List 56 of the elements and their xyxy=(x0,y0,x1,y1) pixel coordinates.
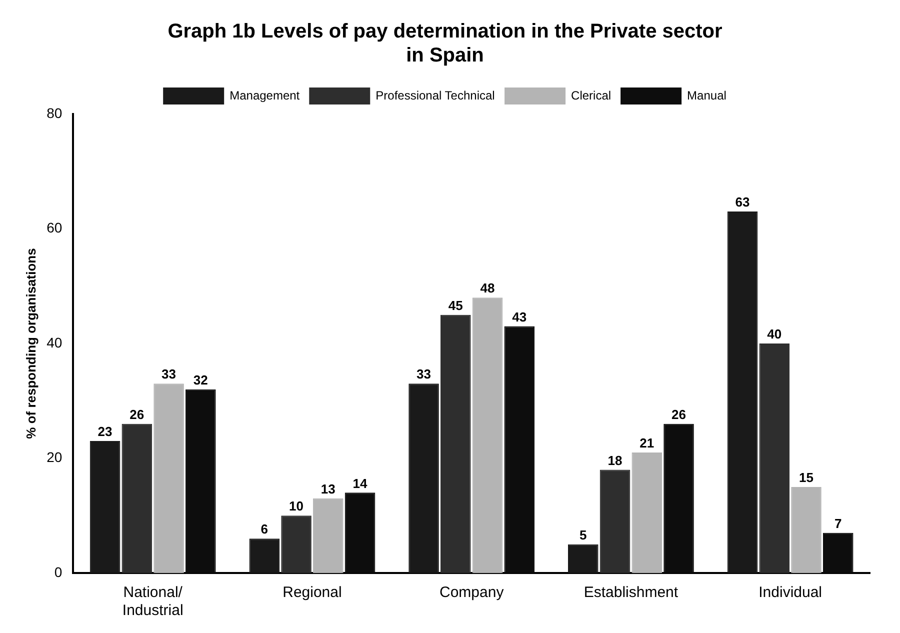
data-label: 40 xyxy=(767,326,782,342)
data-label: 18 xyxy=(608,452,622,468)
x-tick-label: Company xyxy=(439,584,504,602)
bar xyxy=(281,516,312,573)
bar xyxy=(664,424,694,573)
x-tick-label: Individual xyxy=(758,584,822,602)
bar xyxy=(122,424,152,573)
y-tick-label: 0 xyxy=(54,564,62,580)
bar xyxy=(791,486,822,573)
data-label: 33 xyxy=(416,366,432,382)
legend-label: Professional Technical xyxy=(376,88,495,102)
y-tick-label: 20 xyxy=(46,449,62,466)
x-tick-label: Regional xyxy=(282,584,342,602)
data-label: 7 xyxy=(834,516,842,531)
bar xyxy=(727,212,758,573)
data-label: 63 xyxy=(735,194,750,210)
legend-label: Manual xyxy=(687,88,726,102)
bar xyxy=(313,498,344,573)
bar xyxy=(632,452,662,573)
y-tick-label: 80 xyxy=(46,104,62,121)
data-label: 23 xyxy=(98,424,112,440)
data-label: 45 xyxy=(448,298,463,313)
bar xyxy=(504,326,535,573)
x-tick-label: Establishment xyxy=(584,584,679,602)
bar xyxy=(759,344,790,573)
data-label: 33 xyxy=(162,366,176,382)
x-tick-label: National/ Industrial xyxy=(122,584,184,620)
data-label: 10 xyxy=(289,498,304,514)
bar xyxy=(600,470,630,573)
y-axis-title: % of responding organisations xyxy=(23,248,38,439)
legend-label: Clerical xyxy=(571,88,612,102)
bar xyxy=(186,389,216,573)
chart-title: Graph 1b Levels of pay determination in the Private sector in Spain xyxy=(168,20,723,67)
bar xyxy=(249,538,280,573)
bar xyxy=(440,314,471,573)
legend-label: Management xyxy=(230,88,300,102)
data-label: 26 xyxy=(672,406,686,422)
bar xyxy=(408,384,439,573)
y-tick-label: 60 xyxy=(46,220,62,236)
bar xyxy=(568,544,598,573)
data-label: 26 xyxy=(130,406,144,422)
data-label: 32 xyxy=(193,372,208,388)
data-label: 5 xyxy=(580,527,587,542)
data-label: 14 xyxy=(352,476,368,491)
data-label: 21 xyxy=(640,436,654,451)
bar xyxy=(822,532,854,573)
data-label: 48 xyxy=(480,280,495,296)
bar xyxy=(472,298,503,573)
bar xyxy=(90,441,120,573)
data-label: 43 xyxy=(512,309,527,324)
data-label: 6 xyxy=(260,522,268,537)
bar xyxy=(344,492,376,573)
bar xyxy=(154,384,184,573)
data-label: 15 xyxy=(799,470,814,486)
data-label: 13 xyxy=(320,481,336,496)
y-tick-label: 40 xyxy=(46,334,62,350)
